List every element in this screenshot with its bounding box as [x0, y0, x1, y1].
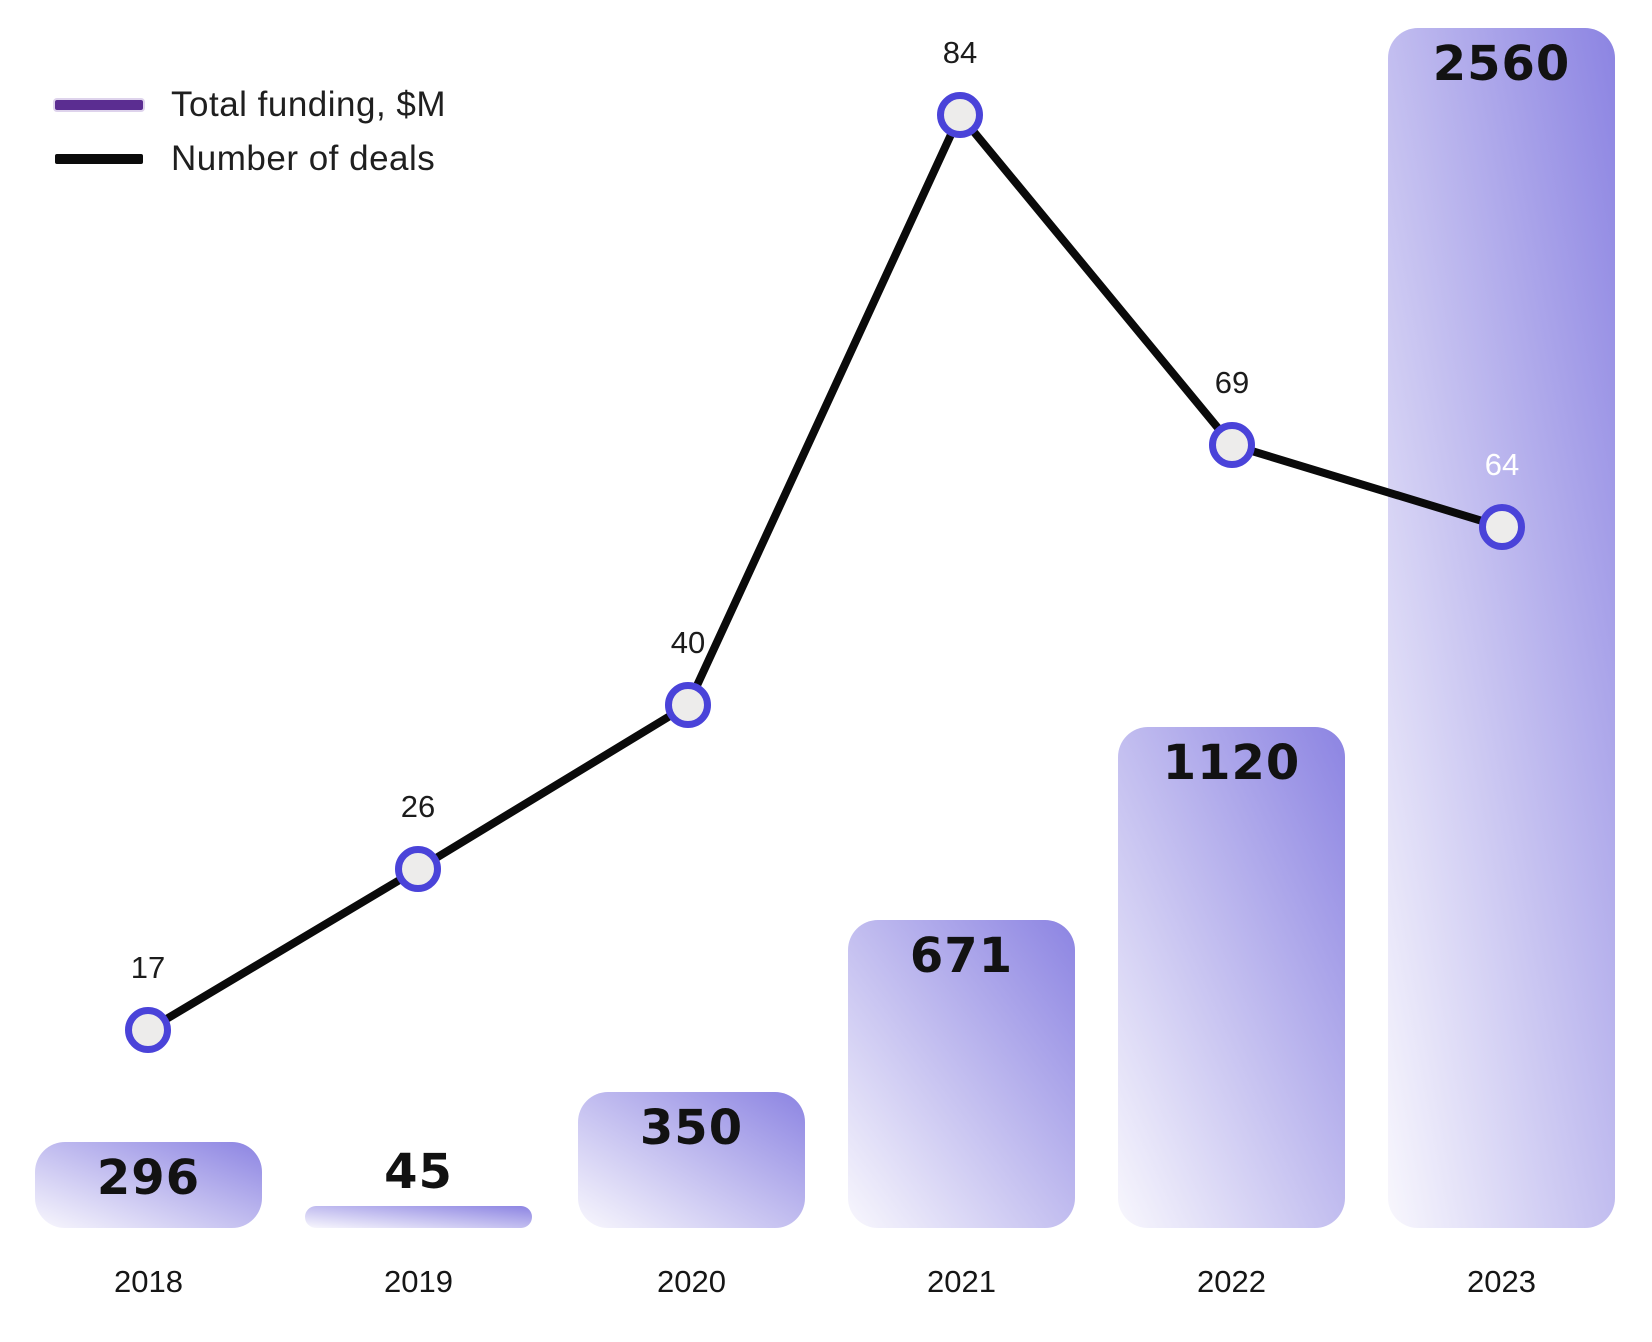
number-of-deals-label: Number of deals [171, 139, 436, 178]
deals-marker-2022 [1209, 422, 1255, 468]
funding-bar-2021 [848, 920, 1075, 1228]
deals-marker-2020 [665, 682, 711, 728]
deals-marker-2019 [395, 846, 441, 892]
deals-line [145, 107, 1504, 1034]
funding-bar-2023 [1388, 28, 1615, 1228]
number-of-deals-swatch [55, 154, 143, 164]
total-funding-label: Total funding, $M [171, 85, 447, 124]
chart-legend: Total funding, $M Number of deals [53, 82, 447, 182]
deals-marker-2018 [125, 1007, 171, 1053]
funding-bar-2020 [578, 1092, 805, 1228]
total-funding-swatch [53, 98, 145, 112]
funding-bar-2018 [35, 1142, 262, 1228]
deals-marker-2023 [1479, 504, 1525, 550]
funding-bar-2019 [305, 1206, 532, 1228]
legend-item-number-of-deals: Number of deals [55, 136, 446, 182]
deals-marker-2021 [937, 92, 983, 138]
funding-bar-2022 [1118, 727, 1345, 1228]
legend-item-total-funding: Total funding, $M [53, 82, 447, 128]
